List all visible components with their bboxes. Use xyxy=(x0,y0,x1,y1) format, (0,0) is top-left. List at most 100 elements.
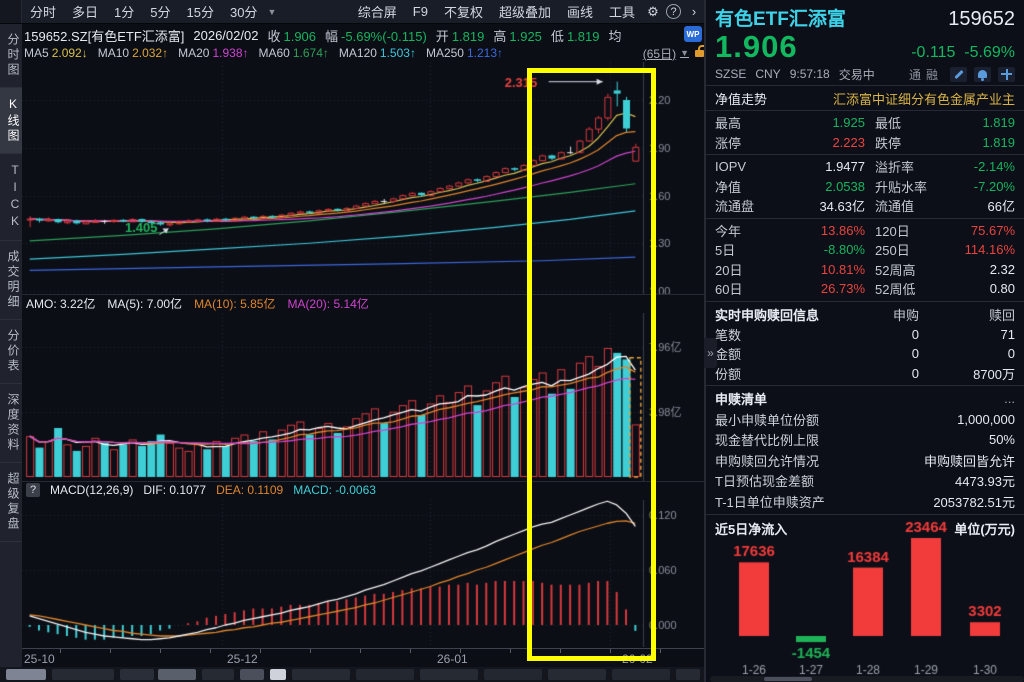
tab-30分[interactable]: 30分 xyxy=(229,5,258,20)
tag-通: 通 xyxy=(908,67,921,82)
list-item: T日预估现金差额 4473.93元 xyxy=(715,474,1015,490)
scroll-segment[interactable] xyxy=(6,669,46,680)
scroll-segment[interactable] xyxy=(202,669,234,680)
macd-help-icon[interactable]: ? xyxy=(26,482,40,497)
nav-trend-row[interactable]: 净值走势 汇添富中证细分有色金属产业主 xyxy=(715,88,1015,108)
scroll-segment[interactable] xyxy=(420,669,478,680)
scroll-segment[interactable] xyxy=(548,669,606,680)
panel-collapse-button[interactable]: » xyxy=(704,338,717,368)
field-开: 开 1.819 xyxy=(435,28,485,44)
currency-label: CNY xyxy=(755,67,781,81)
tab-5分[interactable]: 5分 xyxy=(150,5,171,20)
ma-item-MA250: MA250 1.213↑ xyxy=(425,46,504,60)
more-ellipsis[interactable]: ... xyxy=(1004,391,1015,406)
x-label-25-12: 25-12 xyxy=(227,652,258,666)
scroll-segment[interactable] xyxy=(484,669,542,680)
stat-row: 60日 26.73% 52周低 0.80 xyxy=(715,281,1015,298)
tab-多日[interactable]: 多日 xyxy=(72,5,99,20)
scroll-segment[interactable] xyxy=(52,669,114,680)
stat-table: 最高 1.925 最低 1.819 涨停 2.223 跌停 1.819 IOPV 1.9477 溢折… xyxy=(706,113,1024,302)
wp-news-icon[interactable]: WP xyxy=(684,26,702,42)
scroll-segment[interactable] xyxy=(292,669,350,680)
toolbar-menu-icon[interactable] xyxy=(0,0,22,23)
stat-row: 20日 10.81% 52周高 2.32 xyxy=(715,261,1015,278)
ma-item-MA10: MA10 2.032↑ xyxy=(97,46,169,60)
scroll-segment[interactable] xyxy=(612,669,670,680)
sidebar-item-分时图[interactable]: 分时图 xyxy=(0,24,22,88)
stat-row: 净值 2.0538 升贴水率 -7.20% xyxy=(715,178,1015,195)
ma-item-MA20: MA20 1.938↑ xyxy=(178,46,249,60)
field-收: 收 1.906 xyxy=(267,28,317,44)
toolbar-actions: 综合屏 F9 不复权 超级叠加 画线 工具 xyxy=(350,0,643,23)
sidebar-item-深度资料[interactable]: 深度资料 xyxy=(0,384,22,463)
date-axis: 25-10 25-12 26-01 26-02 xyxy=(22,648,704,667)
macd-chart-canvas[interactable] xyxy=(22,500,704,647)
net-inflow-chart-canvas[interactable] xyxy=(704,492,1024,676)
fund-name: 有色ETF汇添富 xyxy=(715,9,846,30)
subscription-table: 实时申购赎回信息 申购 赎回 笔数 0 71 金额 0 0 份额 0 8700万 xyxy=(715,304,1015,384)
tab-分时[interactable]: 分时 xyxy=(30,5,57,20)
kline-chart-canvas[interactable] xyxy=(22,62,704,294)
toolbar-item-F9[interactable]: F9 xyxy=(412,4,428,19)
add-watchlist-icon[interactable] xyxy=(998,66,1015,82)
sidebar-item-成交明细[interactable]: 成交明细 xyxy=(0,241,22,320)
panel-scrollbar[interactable] xyxy=(710,676,1024,682)
chart-horizontal-scrollbar[interactable] xyxy=(0,667,704,682)
view-sidebar: 分时图 K线图 TICK 成交明细 分价表 深度资料 超级复盘 xyxy=(0,24,22,682)
toolbar-item-不复权[interactable]: 不复权 xyxy=(443,5,483,20)
toolbar-item-综合屏[interactable]: 综合屏 xyxy=(357,5,397,20)
sidebar-item-分价表[interactable]: 分价表 xyxy=(0,320,22,384)
scroll-segment[interactable] xyxy=(270,669,286,680)
ma-legend-bar: MA5 2.092↓ MA10 2.032↑ MA20 1.938↑ MA60 1.674↑ M… xyxy=(24,44,708,61)
x-label-26-01: 26-01 xyxy=(437,652,468,666)
list-item: 申购赎回允许情况 申购赎回皆允许 xyxy=(715,453,1015,469)
amo-field: AMO: 3.22亿 xyxy=(26,297,96,311)
quote-info-bar: 159652.SZ[有色ETF汇添富] 2026/02/02 收 1.906 幅 -5.6… xyxy=(24,26,704,44)
edit-icon[interactable] xyxy=(950,66,967,82)
scroll-segment[interactable] xyxy=(240,669,264,680)
stock-tags: 通融 xyxy=(909,66,943,83)
macd-field: DIF: 0.1077 xyxy=(143,482,207,497)
volume-legend-bar: AMO: 3.22亿 MA(5): 7.00亿 MA(10): 5.85亿 MA(20… xyxy=(26,296,369,311)
scroll-segment[interactable] xyxy=(120,669,154,680)
list-item: 最小申赎单位份额 1,000,000 xyxy=(715,411,1015,428)
field-幅: 幅 -5.69%(-0.115) xyxy=(325,28,427,44)
scroll-segment[interactable] xyxy=(356,669,414,680)
ma-item-MA120: MA120 1.503↑ xyxy=(338,46,416,60)
field-高: 高 1.925 xyxy=(493,28,542,44)
unlock-icon[interactable] xyxy=(695,44,708,57)
fund-code: 159652 xyxy=(948,8,1015,30)
stat-row: 流通盘 34.63亿 流通值 66亿 xyxy=(715,199,1015,215)
redemption-list-header: 申赎清单 xyxy=(715,392,768,407)
list-item: 现金替代比例上限 50% xyxy=(715,432,1015,449)
expand-icon[interactable]: › xyxy=(691,4,697,19)
volume-chart-canvas[interactable] xyxy=(22,313,704,481)
field-均: 均 xyxy=(608,28,622,44)
tab-15分[interactable]: 15分 xyxy=(186,5,214,20)
period-dropdown-icon[interactable]: ▼ xyxy=(267,6,277,17)
period-selector[interactable]: (65日) ▼ xyxy=(642,46,689,61)
ma-item-MA5: MA5 2.092↓ xyxy=(24,46,88,60)
gear-icon[interactable]: ⚙ xyxy=(647,3,659,19)
tab-1分[interactable]: 1分 xyxy=(114,5,135,20)
toolbar-item-工具[interactable]: 工具 xyxy=(608,5,635,20)
help-icon[interactable]: ? xyxy=(666,4,681,19)
alert-bell-icon[interactable] xyxy=(974,66,991,82)
toolbar-item-画线[interactable]: 画线 xyxy=(566,5,593,20)
scroll-segment[interactable] xyxy=(676,669,700,680)
scroll-segment[interactable] xyxy=(158,669,196,680)
sidebar-item-超级复盘[interactable]: 超级复盘 xyxy=(0,463,22,542)
macd-field: MACD: -0.0063 xyxy=(293,482,376,497)
stat-row: 最高 1.925 最低 1.819 xyxy=(715,115,1015,132)
symbol-label: 159652.SZ[有色ETF汇添富] xyxy=(24,28,185,44)
stat-row: 5日 -8.80% 250日 114.16% xyxy=(715,242,1015,259)
subscription-row: 金额 0 0 xyxy=(715,346,1015,363)
amo-field: MA(10): 5.85亿 xyxy=(194,297,276,311)
toolbar-item-超级叠加[interactable]: 超级叠加 xyxy=(498,5,551,20)
sidebar-item-K线图[interactable]: K线图 xyxy=(0,88,22,154)
sidebar-item-TICK[interactable]: TICK xyxy=(0,154,22,241)
last-price: 1.906 xyxy=(715,29,798,64)
stat-row: 涨停 2.223 跌停 1.819 xyxy=(715,134,1015,151)
x-label-26-02: 26-02 xyxy=(622,652,653,666)
panel-divider xyxy=(22,294,704,295)
